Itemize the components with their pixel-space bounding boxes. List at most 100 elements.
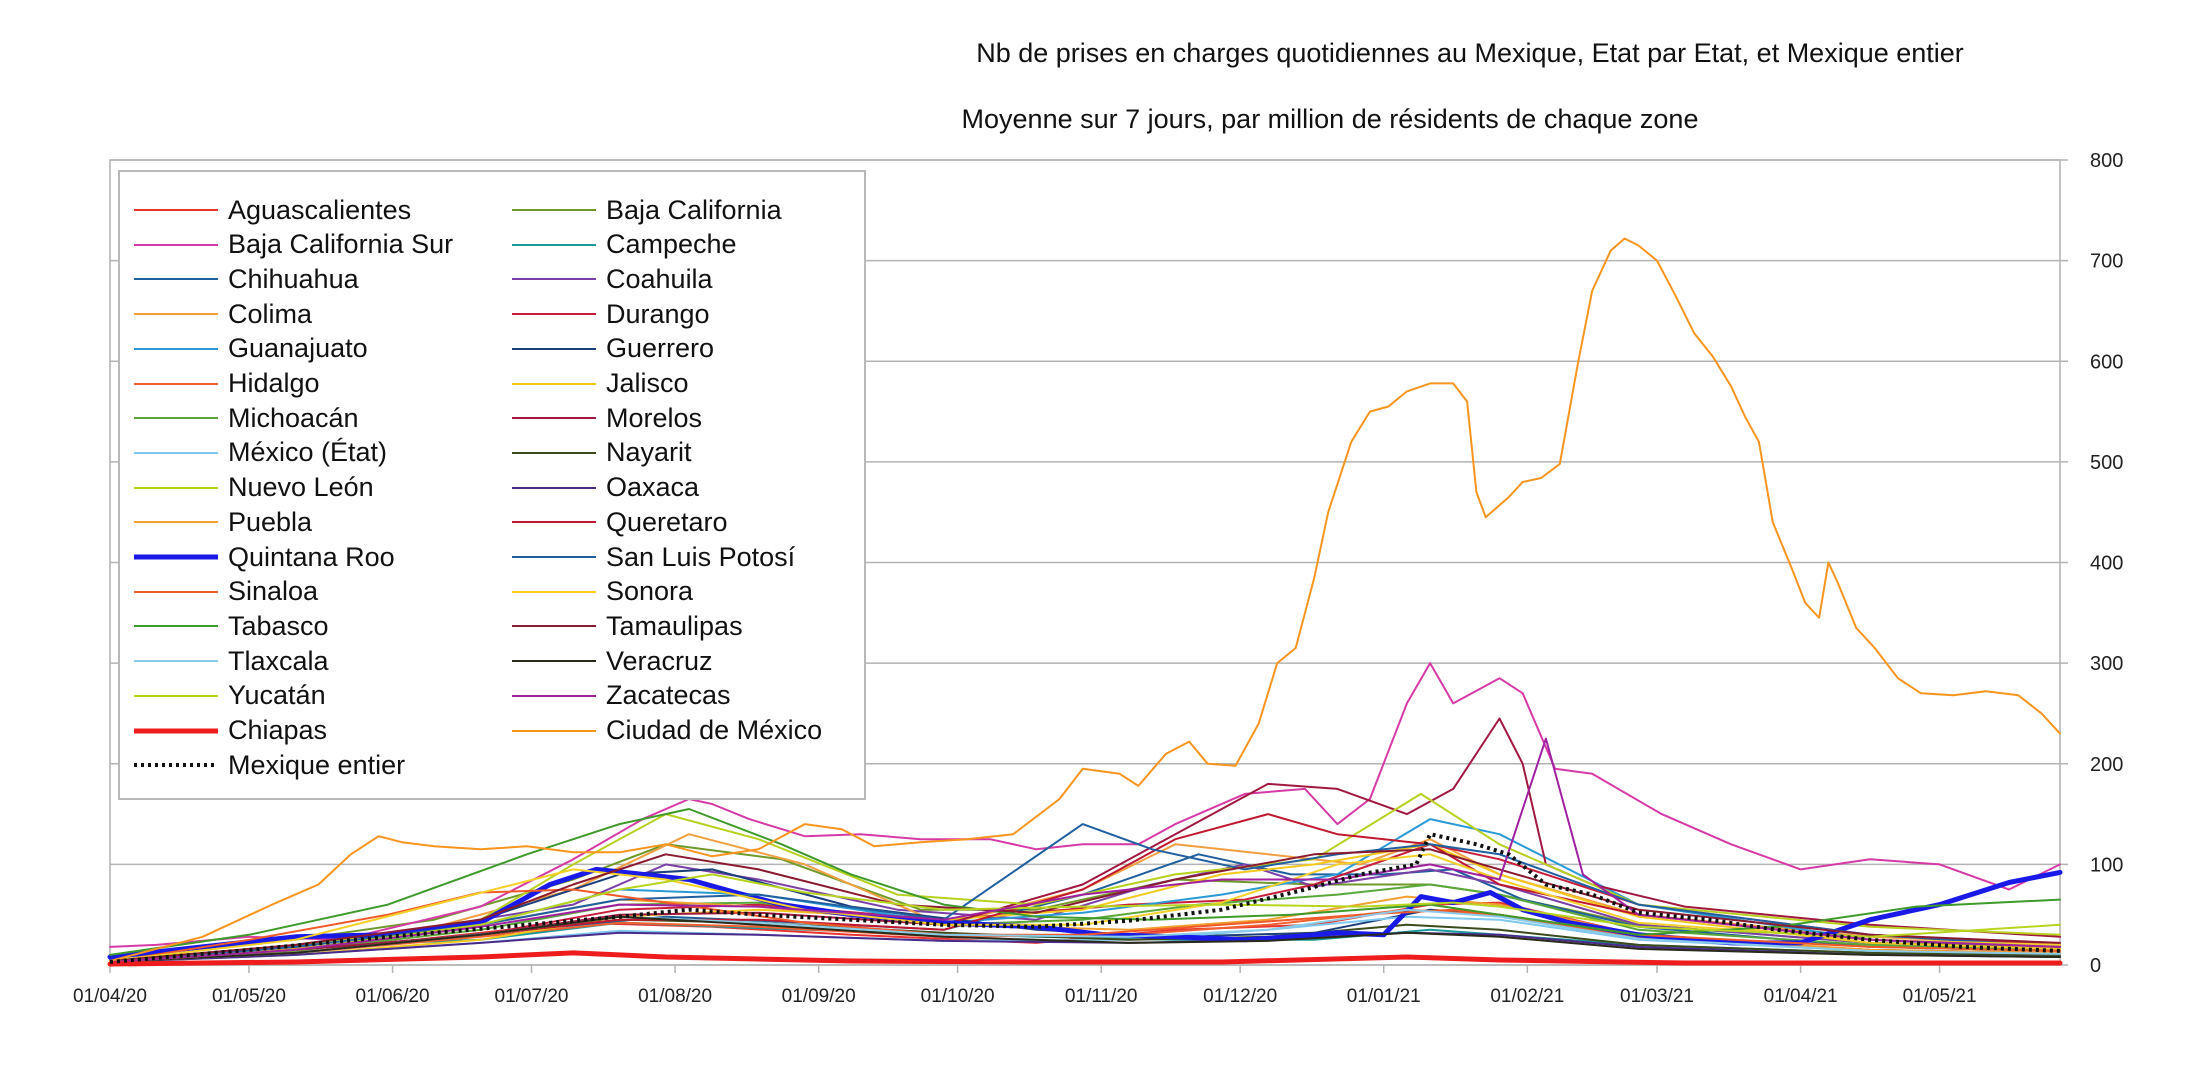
legend-label: Yucatán [228,680,326,711]
legend-item: Tabasco [130,609,329,643]
legend-swatch [512,486,596,489]
y-tick-label: 600 [2090,351,2123,373]
legend-swatch [134,660,218,663]
legend-label: Guerrero [606,333,715,364]
legend-item: Morelos [508,401,702,435]
legend-swatch [134,625,218,628]
legend-swatch [134,278,218,281]
legend-item: Zacatecas [508,679,731,713]
legend-item: Veracruz [508,644,713,678]
legend-item: Jalisco [508,367,689,401]
legend-item: Nayarit [508,436,692,470]
legend-label: Campeche [606,229,737,260]
legend-label: Guanajuato [228,333,368,364]
legend-swatch [512,313,596,316]
legend-swatch [512,243,596,246]
legend-swatch [134,451,218,454]
chart-subtitle: Moyenne sur 7 jours, par million de rési… [961,104,1699,134]
legend-item: Puebla [130,505,312,539]
series-line-baja-california-sur [109,662,2061,948]
legend-label: Hidalgo [228,368,320,398]
x-tick-label: 01/03/21 [1620,986,1694,1007]
legend-swatch [512,417,596,420]
x-tick-label: 01/04/20 [73,986,147,1007]
legend-item: San Luis Potosí [508,540,795,574]
legend-label: Jalisco [606,368,689,398]
legend-item: Guerrero [508,332,714,366]
legend-label: Ciudad de México [606,715,823,745]
legend-label: Quintana Roo [228,541,395,572]
legend-swatch [512,451,596,454]
legend-item: Aguascalientes [130,193,411,227]
series-line-quintana-roo [107,866,2063,960]
legend-item: Quintana Roo [130,540,395,574]
series-line-tamaulipas [109,848,2061,962]
legend-swatch [134,694,218,697]
legend-swatch [134,417,218,420]
legend-label: Puebla [228,506,313,537]
legend-item: Campeche [508,228,737,262]
legend: Aguascalientes Baja California Baja Califo… [118,170,866,800]
legend-item: Durango [508,297,710,331]
series-line-nuevo-le-n [109,792,2061,962]
legend-item: Coahuila [508,262,713,296]
legend-item: Queretaro [508,505,728,539]
legend-swatch [134,486,218,489]
y-tick-label: 800 [2090,150,2123,172]
legend-label: Coahuila [606,263,713,294]
legend-item: Sonora [508,575,693,609]
x-tick-label: 01/10/20 [921,986,995,1007]
chart-title: Nb de prises en charges quotidiennes au … [976,38,1964,68]
legend-swatch [134,382,218,385]
legend-item: Nuevo León [130,471,374,505]
x-tick-label: 01/05/20 [212,986,286,1007]
legend-swatch [134,763,218,768]
legend-swatch [512,209,596,211]
legend-swatch [512,590,596,593]
legend-label: Chiapas [228,715,328,745]
legend-item: Sinaloa [130,575,318,609]
legend-label: Chihuahua [228,263,359,294]
legend-item: Chiapas [130,714,327,748]
legend-label: Michoacán [228,402,359,433]
x-tick-label: 01/09/20 [782,986,856,1007]
legend-swatch [512,625,596,628]
legend-label: México (État) [228,437,388,468]
x-tick-label: 01/11/20 [1065,986,1138,1007]
x-tick-label: 01/12/20 [1203,986,1277,1007]
legend-swatch [512,278,596,281]
legend-swatch [512,382,596,385]
legend-swatch [512,556,596,558]
series-line-coahuila [109,863,2061,963]
y-tick-label: 0 [2090,955,2101,977]
legend-label: Tlaxcala [228,645,329,676]
legend-label: Mexique entier [228,749,406,780]
legend-label: Tamaulipas [606,610,743,641]
legend-swatch [512,521,596,524]
legend-swatch [134,590,218,593]
series-line-chiapas [107,950,2063,967]
legend-item: Guanajuato [130,332,368,366]
legend-swatch [134,728,218,733]
x-tick-label: 01/04/21 [1764,986,1838,1007]
legend-swatch [512,694,596,697]
legend-label: Zacatecas [606,680,731,711]
legend-item: Tamaulipas [508,609,743,643]
legend-swatch [134,554,218,560]
legend-label: Sinaloa [228,576,319,607]
legend-swatch [134,313,218,316]
series-line-mexique-entier [109,832,2061,964]
legend-item: Tlaxcala [130,644,329,678]
x-tick-label: 01/01/21 [1347,986,1421,1007]
x-tick-label: 01/05/21 [1903,986,1977,1007]
x-tick-label: 01/02/21 [1490,986,1564,1007]
axis: 0 100 200 300 400 500 600 700 800 01/04/20 01/05/2… [73,150,2123,1007]
series-line-veracruz [109,915,2061,963]
legend-swatch [512,729,596,732]
legend-label: Colima [228,298,313,329]
legend-label: San Luis Potosí [606,541,796,572]
legend-item: Baja California Sur [130,228,453,262]
legend-swatch [512,660,596,663]
legend-label: Tabasco [228,610,329,641]
legend-label: Baja California [606,194,782,225]
